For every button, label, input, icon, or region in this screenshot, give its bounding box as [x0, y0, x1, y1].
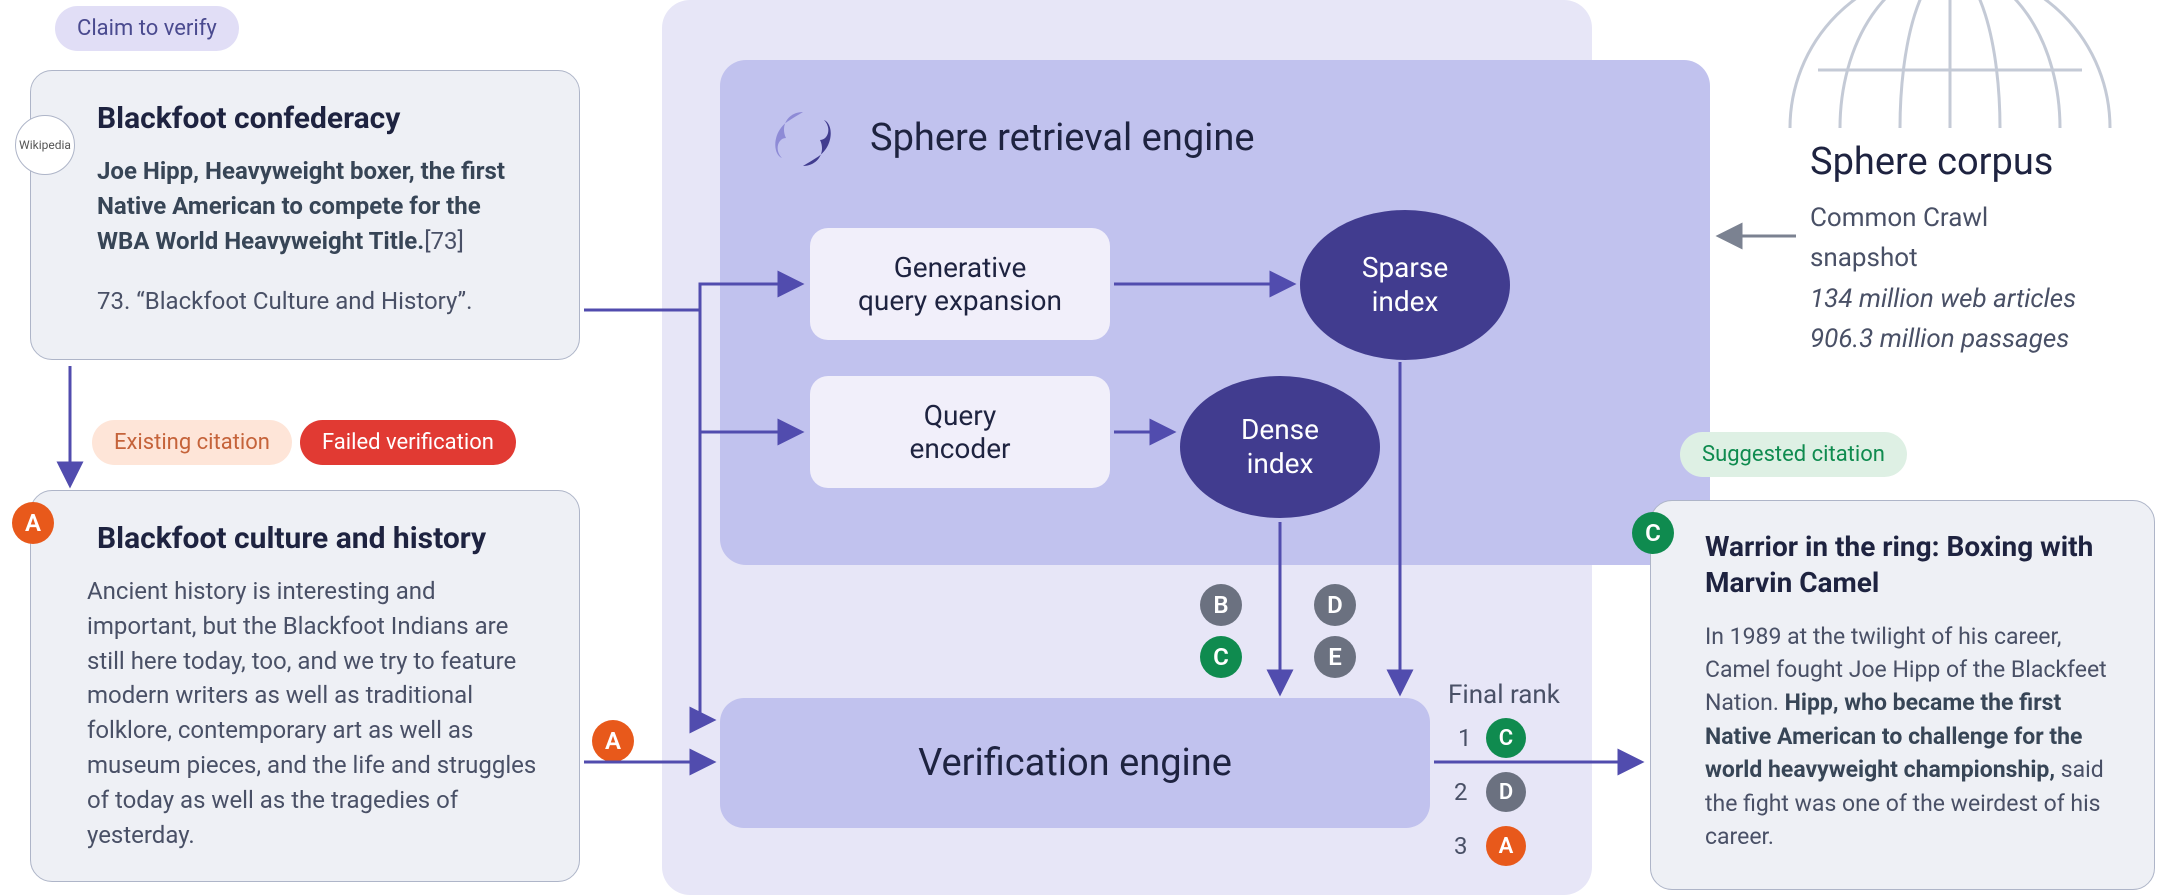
rank-1-badge: C	[1486, 718, 1526, 758]
badge-a: A	[12, 502, 54, 544]
rank-3-num: 3	[1454, 832, 1468, 860]
node-sparse-index: Sparse index	[1300, 210, 1510, 360]
candidate-d: D	[1314, 584, 1356, 626]
box-generative-query-expansion: Generative query expansion	[810, 228, 1110, 340]
pill-existing-citation: Existing citation	[92, 420, 292, 465]
suggested-title: Warrior in the ring: Boxing with Marvin …	[1705, 529, 2120, 602]
rank-3-badge: A	[1486, 826, 1526, 866]
panel-existing-citation: Blackfoot culture and history Ancient hi…	[30, 490, 580, 882]
pill-claim-to-verify: Claim to verify	[55, 6, 239, 51]
claim-title: Blackfoot confederacy	[97, 101, 545, 136]
badge-c: C	[1632, 512, 1674, 554]
corpus-line1: Common Crawl	[1810, 203, 1988, 233]
box-query-encoder: Query encoder	[810, 376, 1110, 488]
globe-icon	[1770, 0, 2130, 130]
panel-claim: Wikipedia Blackfoot confederacy Joe Hipp…	[30, 70, 580, 360]
sent-badge-a: A	[592, 720, 634, 762]
corpus-title: Sphere corpus	[1810, 140, 2150, 184]
claim-body: Joe Hipp, Heavyweight boxer, the first N…	[97, 154, 545, 319]
corpus-block: Sphere corpus Common Crawl snapshot 134 …	[1810, 140, 2150, 359]
corpus-line2: snapshot	[1810, 243, 1918, 273]
pill-failed-verification: Failed verification	[300, 420, 516, 465]
candidate-c: C	[1200, 636, 1242, 678]
rank-2-badge: D	[1486, 772, 1526, 812]
corpus-stat1: 134 million web articles	[1810, 284, 2076, 314]
citation-a-body: Ancient history is interesting and impor…	[87, 574, 543, 852]
corpus-stat2: 906.3 million passages	[1810, 324, 2069, 354]
retrieval-engine-title: Sphere retrieval engine	[870, 116, 1255, 160]
verification-engine: Verification engine	[720, 698, 1430, 828]
candidate-e: E	[1314, 636, 1356, 678]
rank-2-num: 2	[1454, 778, 1468, 806]
final-rank-label: Final rank	[1448, 680, 1560, 710]
suggested-body: In 1989 at the twilight of his career, C…	[1705, 620, 2120, 853]
panel-suggested-citation: Warrior in the ring: Boxing with Marvin …	[1650, 500, 2155, 890]
citation-a-title: Blackfoot culture and history	[97, 521, 543, 556]
rank-1-num: 1	[1458, 724, 1472, 752]
node-dense-index: Dense index	[1180, 376, 1380, 518]
pill-suggested-citation: Suggested citation	[1680, 432, 1907, 477]
candidate-b: B	[1200, 584, 1242, 626]
wikipedia-badge: Wikipedia	[15, 115, 75, 175]
